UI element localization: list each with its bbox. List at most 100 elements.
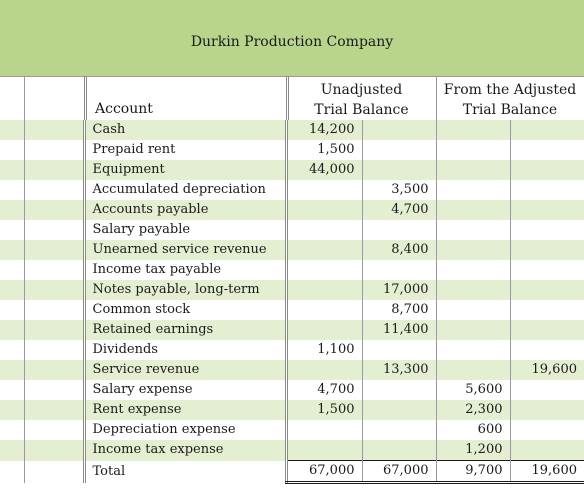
unadjusted-debit (284, 440, 362, 461)
adjusted-credit (509, 340, 584, 360)
account-name: Retained earnings (82, 320, 286, 340)
row-spacer-cell (23, 200, 84, 220)
table-row: Depreciation expense 600 (0, 420, 584, 440)
table-row: Salary expense 4,700 5,600 (0, 380, 584, 400)
row-margin-cell (0, 160, 24, 180)
table-row: Unearned service revenue 8,400 (0, 240, 584, 260)
unadjusted-debit (284, 240, 362, 260)
adjusted-debit (435, 140, 510, 160)
adjusted-debit: 9,700 (435, 460, 510, 484)
table-row: Retained earnings 11,400 (0, 320, 584, 340)
account-name: Income tax expense (82, 440, 286, 461)
adjusted-debit: 1,200 (435, 440, 510, 461)
unadjusted-credit: 4,700 (361, 200, 436, 220)
column-rule (24, 76, 25, 120)
adjusted-column-header: From the Adjusted Trial Balance (436, 80, 584, 120)
account-name: Cash (82, 120, 286, 140)
unadjusted-debit (284, 300, 362, 320)
adjusted-debit (435, 220, 510, 240)
adjusted-debit (435, 280, 510, 300)
trial-balance-table: Cash 14,200 Prepaid rent 1,500 Equipment 44,0… (0, 120, 584, 484)
table-row: Cash 14,200 (0, 120, 584, 140)
unadjusted-column-header: Unadjusted Trial Balance (287, 80, 436, 120)
row-spacer-cell (23, 280, 84, 300)
account-name: Rent expense (82, 400, 286, 420)
unadjusted-credit (361, 220, 436, 240)
unadjusted-debit: 1,500 (284, 400, 362, 420)
row-margin-cell (0, 140, 24, 160)
unadjusted-credit: 17,000 (361, 280, 436, 300)
row-margin-cell (0, 240, 24, 260)
unadjusted-debit: 4,700 (284, 380, 362, 400)
unadjusted-credit (361, 120, 436, 140)
account-name: Service revenue (82, 360, 286, 380)
row-spacer-cell (23, 340, 84, 360)
unadjusted-debit (284, 260, 362, 280)
adjusted-credit (509, 420, 584, 440)
row-spacer-cell (23, 240, 84, 260)
unadjusted-credit (361, 440, 436, 461)
adjusted-credit (509, 160, 584, 180)
account-name: Salary expense (82, 380, 286, 400)
header-banner (0, 0, 584, 76)
adjusted-header-line2: Trial Balance (462, 102, 558, 118)
row-spacer-cell (23, 220, 84, 240)
unadjusted-credit: 3,500 (361, 180, 436, 200)
account-name: Common stock (82, 300, 286, 320)
table-row: Common stock 8,700 (0, 300, 584, 320)
row-margin-cell (0, 420, 24, 440)
adjusted-credit (509, 120, 584, 140)
row-margin-cell (0, 260, 24, 280)
row-spacer-cell (23, 400, 84, 420)
row-spacer-cell (23, 460, 84, 483)
row-margin-cell (0, 320, 24, 340)
adjusted-debit (435, 360, 510, 380)
header-divider (0, 76, 584, 77)
account-name: Dividends (82, 340, 286, 360)
row-spacer-cell (23, 300, 84, 320)
unadjusted-credit (361, 260, 436, 280)
adjusted-header-line1: From the Adjusted (443, 82, 577, 98)
table-row: Accumulated depreciation 3,500 (0, 180, 584, 200)
unadjusted-credit: 8,400 (361, 240, 436, 260)
adjusted-debit (435, 260, 510, 280)
row-spacer-cell (23, 320, 84, 340)
adjusted-credit (509, 200, 584, 220)
row-margin-cell (0, 220, 24, 240)
company-name: Durkin Production Company (190, 34, 394, 50)
table-row: Rent expense 1,500 2,300 (0, 400, 584, 420)
row-margin-cell (0, 340, 24, 360)
unadjusted-credit (361, 420, 436, 440)
row-spacer-cell (23, 360, 84, 380)
unadjusted-credit: 8,700 (361, 300, 436, 320)
adjusted-credit (509, 260, 584, 280)
row-margin-cell (0, 300, 24, 320)
row-spacer-cell (23, 180, 84, 200)
adjusted-debit (435, 240, 510, 260)
table-row: Income tax expense 1,200 (0, 440, 584, 461)
account-name: Depreciation expense (82, 420, 286, 440)
unadjusted-credit: 11,400 (361, 320, 436, 340)
unadjusted-credit (361, 380, 436, 400)
row-margin-cell (0, 360, 24, 380)
account-name: Total (82, 460, 286, 483)
unadjusted-debit: 14,200 (284, 120, 362, 140)
adjusted-credit (509, 300, 584, 320)
row-spacer-cell (23, 260, 84, 280)
unadjusted-debit (284, 420, 362, 440)
adjusted-credit (509, 140, 584, 160)
row-margin-cell (0, 400, 24, 420)
adjusted-debit: 2,300 (435, 400, 510, 420)
unadjusted-debit (284, 320, 362, 340)
account-name: Salary payable (82, 220, 286, 240)
row-margin-cell (0, 280, 24, 300)
table-row: Accounts payable 4,700 (0, 200, 584, 220)
table-row: Dividends 1,100 (0, 340, 584, 360)
unadjusted-credit: 67,000 (361, 460, 436, 484)
adjusted-debit (435, 160, 510, 180)
unadjusted-debit: 67,000 (284, 460, 362, 484)
account-name: Equipment (82, 160, 286, 180)
adjusted-credit (509, 180, 584, 200)
account-column-header: Account (95, 101, 153, 117)
